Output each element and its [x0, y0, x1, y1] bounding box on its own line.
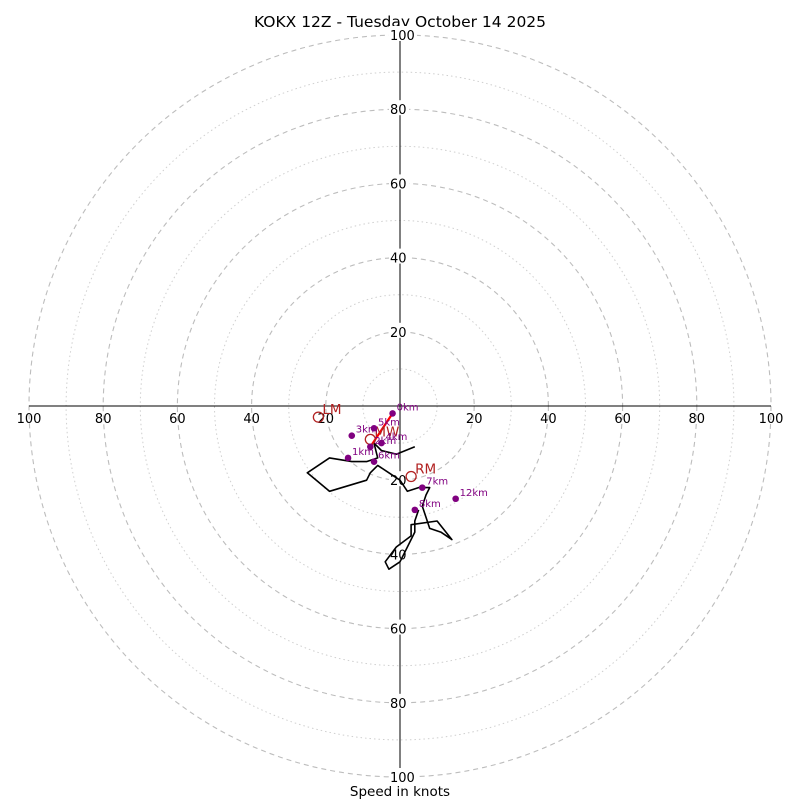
height-marker-label: 2km	[374, 436, 396, 447]
x-tick-label: 100	[17, 412, 42, 427]
y-tick-bg	[389, 26, 417, 41]
height-marker-dot	[389, 410, 396, 417]
y-tick-bg	[389, 768, 417, 783]
y-tick-bg	[389, 174, 409, 190]
chart-title: KOKX 12Z - Tuesday October 14 2025	[254, 13, 546, 31]
y-tick-label: 20	[390, 326, 407, 341]
storm-motion-marker	[405, 470, 417, 483]
tick-labels: 100 80 60 40 20 20 40 60 80 100 100 80 60 40 20 20 40 60 8…	[17, 26, 784, 786]
y-tick-label: 80	[390, 103, 407, 118]
y-tick-label: 20	[390, 474, 407, 489]
x-axis-label: Speed in knots	[350, 784, 450, 800]
height-marker-label: 4km	[385, 432, 407, 443]
height-marker-dot	[344, 454, 352, 462]
storm-motion-group: LM RM MW	[312, 402, 436, 483]
height-marker-label: 12km	[460, 488, 488, 499]
y-tick-bg	[389, 322, 409, 338]
shear-vector	[369, 412, 394, 448]
height-marker-dot	[378, 439, 385, 447]
height-marker-label: 5km	[378, 417, 400, 428]
height-marker-dot	[367, 443, 374, 451]
height-marker-label: 0km	[397, 402, 419, 413]
y-tick-label: 40	[390, 252, 407, 267]
x-tick-label: 80	[95, 412, 112, 427]
y-tick-label: 60	[390, 177, 407, 192]
y-tick-label: 60	[390, 623, 407, 638]
x-tick-label: 100	[759, 412, 784, 427]
y-tick-bg	[389, 619, 409, 635]
y-tick-label: 100	[390, 771, 415, 786]
y-tick-bg	[389, 100, 409, 116]
x-tick-label: 20	[318, 412, 335, 427]
y-tick-bg	[389, 693, 409, 709]
height-marker-dot	[370, 424, 378, 432]
y-tick-label: 40	[390, 548, 407, 563]
height-marker-label: 1km	[352, 447, 374, 458]
height-marker-label: 7km	[426, 477, 448, 488]
y-tick-label: 80	[390, 697, 407, 712]
height-marker-label: 3km	[356, 425, 378, 436]
x-tick-label: 40	[243, 412, 260, 427]
x-tick-label: 60	[169, 412, 186, 427]
height-marker-dot	[452, 495, 459, 503]
x-tick-label: 20	[466, 412, 483, 427]
height-marker-label: 8km	[419, 499, 441, 510]
storm-motion-label: MW	[374, 424, 399, 440]
height-marker-dot	[418, 484, 426, 491]
hodograph-trace-group	[306, 412, 453, 571]
y-tick-bg	[389, 248, 409, 264]
height-marker-label: 6km	[378, 451, 400, 462]
x-tick-label: 80	[689, 412, 706, 427]
hodograph-trace	[306, 442, 453, 571]
storm-motion-label: LM	[322, 402, 341, 418]
height-marker-dot	[411, 506, 419, 514]
x-tick-label: 60	[614, 412, 631, 427]
x-tick-label: 40	[540, 412, 557, 427]
storm-motion-label: RM	[415, 461, 436, 477]
axes	[29, 35, 771, 777]
storm-motion-marker	[312, 411, 325, 423]
height-marker-dot	[370, 458, 378, 465]
y-tick-label: 100	[390, 29, 415, 44]
height-marker-dot	[348, 432, 356, 439]
